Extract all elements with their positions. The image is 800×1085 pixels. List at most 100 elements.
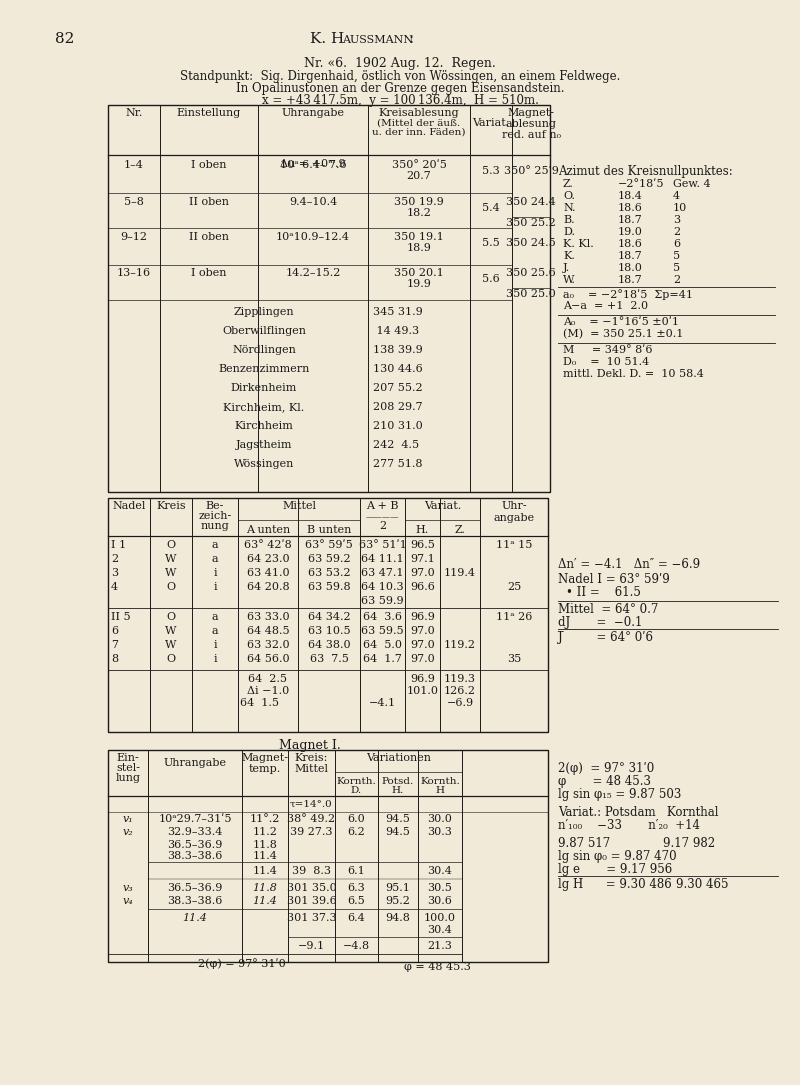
Text: 30.4: 30.4 bbox=[427, 926, 453, 935]
Text: B.: B. bbox=[563, 215, 574, 225]
Text: 5.5: 5.5 bbox=[482, 238, 500, 248]
Text: 350 25.2: 350 25.2 bbox=[506, 218, 556, 228]
Text: 97.0: 97.0 bbox=[410, 626, 435, 636]
Text: 21.3: 21.3 bbox=[427, 941, 453, 950]
Text: W: W bbox=[166, 640, 177, 650]
Text: W: W bbox=[166, 626, 177, 636]
Text: 63 41.0: 63 41.0 bbox=[246, 569, 290, 578]
Text: Magnet-: Magnet- bbox=[507, 108, 554, 118]
Text: I 1: I 1 bbox=[111, 540, 126, 550]
Text: D.: D. bbox=[351, 786, 362, 795]
Text: 119.4: 119.4 bbox=[444, 569, 476, 578]
Text: 6.3: 6.3 bbox=[348, 883, 366, 893]
Text: 18.9: 18.9 bbox=[406, 243, 431, 253]
Text: O: O bbox=[166, 582, 175, 592]
Text: 208 29.7: 208 29.7 bbox=[373, 403, 422, 412]
Text: stel-: stel- bbox=[116, 763, 140, 773]
Text: 63° 51ʹ1: 63° 51ʹ1 bbox=[358, 540, 406, 550]
Text: M     = 349° 8ʹ6: M = 349° 8ʹ6 bbox=[563, 345, 653, 355]
Text: i: i bbox=[213, 569, 217, 578]
Text: Standpunkt:  Sig. Dirgenhaid, östlich von Wössingen, an einem Feldwege.: Standpunkt: Sig. Dirgenhaid, östlich von… bbox=[180, 71, 620, 82]
Text: O: O bbox=[166, 540, 175, 550]
Text: 96.6: 96.6 bbox=[410, 582, 435, 592]
Text: 94.8: 94.8 bbox=[386, 912, 410, 923]
Text: 35: 35 bbox=[507, 654, 521, 664]
Text: W.: W. bbox=[563, 275, 576, 285]
Text: 63 53.2: 63 53.2 bbox=[308, 569, 350, 578]
Text: 63 59.5: 63 59.5 bbox=[361, 626, 404, 636]
Text: O.: O. bbox=[563, 191, 575, 201]
Text: 97.0: 97.0 bbox=[410, 654, 435, 664]
Text: W: W bbox=[166, 554, 177, 564]
Text: v₃: v₃ bbox=[122, 883, 134, 893]
Text: Benzenzimmern: Benzenzimmern bbox=[218, 363, 310, 374]
Text: 210 31.0: 210 31.0 bbox=[373, 421, 422, 431]
Text: 301 37.3: 301 37.3 bbox=[286, 912, 336, 923]
Text: A unten: A unten bbox=[246, 525, 290, 535]
Text: 11.4: 11.4 bbox=[253, 851, 278, 861]
Text: 94.5: 94.5 bbox=[386, 814, 410, 824]
Text: A−a  = +1  2.0: A−a = +1 2.0 bbox=[563, 301, 648, 311]
Text: 11.4: 11.4 bbox=[253, 896, 278, 906]
Text: II 5: II 5 bbox=[111, 612, 130, 622]
Text: ablesung: ablesung bbox=[506, 119, 557, 129]
Text: v₄: v₄ bbox=[122, 896, 134, 906]
Text: 11.4: 11.4 bbox=[182, 912, 207, 923]
Text: 8: 8 bbox=[111, 654, 118, 664]
Text: 96.9: 96.9 bbox=[410, 612, 435, 622]
Text: 242  4.5: 242 4.5 bbox=[373, 441, 419, 450]
Text: 96.9: 96.9 bbox=[410, 674, 435, 684]
Text: 9–12: 9–12 bbox=[121, 232, 147, 242]
Text: dJ       =  −0.1: dJ = −0.1 bbox=[558, 616, 642, 629]
Text: 64  2.5: 64 2.5 bbox=[249, 674, 287, 684]
Text: Uhrangabe: Uhrangabe bbox=[282, 108, 345, 118]
Text: a: a bbox=[212, 612, 218, 622]
Text: 18.7: 18.7 bbox=[618, 251, 642, 261]
Text: 6: 6 bbox=[673, 239, 680, 248]
Text: 97.0: 97.0 bbox=[410, 569, 435, 578]
Text: Dirkenheim: Dirkenheim bbox=[231, 383, 297, 393]
Text: 18.2: 18.2 bbox=[406, 208, 431, 218]
Text: Mittel: Mittel bbox=[282, 501, 316, 511]
Text: 6: 6 bbox=[111, 626, 118, 636]
Text: A₀    = −1°16ʹ5 ±0ʹ1: A₀ = −1°16ʹ5 ±0ʹ1 bbox=[563, 317, 679, 327]
Text: 95.2: 95.2 bbox=[386, 896, 410, 906]
Text: Variationen: Variationen bbox=[366, 753, 431, 763]
Text: x = +43 417.5m,  y = 100 136.4m,  H = 510m.: x = +43 417.5m, y = 100 136.4m, H = 510m… bbox=[262, 94, 538, 107]
Text: −4.8: −4.8 bbox=[343, 941, 370, 950]
Text: 25: 25 bbox=[507, 582, 521, 592]
Text: 18.6: 18.6 bbox=[618, 239, 643, 248]
Text: 64 48.5: 64 48.5 bbox=[246, 626, 290, 636]
Text: Δi −1.0: Δi −1.0 bbox=[247, 686, 289, 695]
Text: D.: D. bbox=[563, 227, 575, 237]
Text: i: i bbox=[213, 654, 217, 664]
Text: 10ᵃ 6.4– 7.6: 10ᵃ 6.4– 7.6 bbox=[280, 159, 346, 170]
Text: 64  1.5: 64 1.5 bbox=[241, 698, 279, 709]
Text: 2: 2 bbox=[673, 275, 680, 285]
Text: lg e       = 9.17 956: lg e = 9.17 956 bbox=[558, 863, 672, 876]
Text: 63  7.5: 63 7.5 bbox=[310, 654, 349, 664]
Text: 301 35.0: 301 35.0 bbox=[286, 883, 336, 893]
Text: 97.0: 97.0 bbox=[410, 640, 435, 650]
Text: 64 38.0: 64 38.0 bbox=[308, 640, 350, 650]
Text: Magnet I.: Magnet I. bbox=[279, 739, 341, 752]
Text: 20.7: 20.7 bbox=[406, 171, 431, 181]
Text: Nördlingen: Nördlingen bbox=[232, 345, 296, 355]
Text: In Opalinustonen an der Grenze gegen Eisensandstein.: In Opalinustonen an der Grenze gegen Eis… bbox=[236, 82, 564, 95]
Text: 2(φ)  = 97° 31ʹ0: 2(φ) = 97° 31ʹ0 bbox=[558, 762, 654, 775]
Text: Einstellung: Einstellung bbox=[177, 108, 241, 118]
Text: Potsd.: Potsd. bbox=[382, 777, 414, 786]
Text: 9.87 517: 9.87 517 bbox=[558, 837, 610, 850]
Text: v₂: v₂ bbox=[122, 827, 134, 837]
Text: 97.1: 97.1 bbox=[410, 554, 435, 564]
Text: 64  3.6: 64 3.6 bbox=[363, 612, 402, 622]
Text: 5.4: 5.4 bbox=[482, 203, 500, 213]
Text: 64 11.1: 64 11.1 bbox=[361, 554, 404, 564]
Text: 39  8.3: 39 8.3 bbox=[292, 866, 331, 876]
Text: 5: 5 bbox=[673, 263, 680, 273]
Text: 63 33.0: 63 33.0 bbox=[246, 612, 290, 622]
Text: Kreisablesung: Kreisablesung bbox=[378, 108, 459, 118]
Text: 94.5: 94.5 bbox=[386, 827, 410, 837]
Text: 32.9–33.4: 32.9–33.4 bbox=[167, 827, 222, 837]
Text: 30.4: 30.4 bbox=[427, 866, 453, 876]
